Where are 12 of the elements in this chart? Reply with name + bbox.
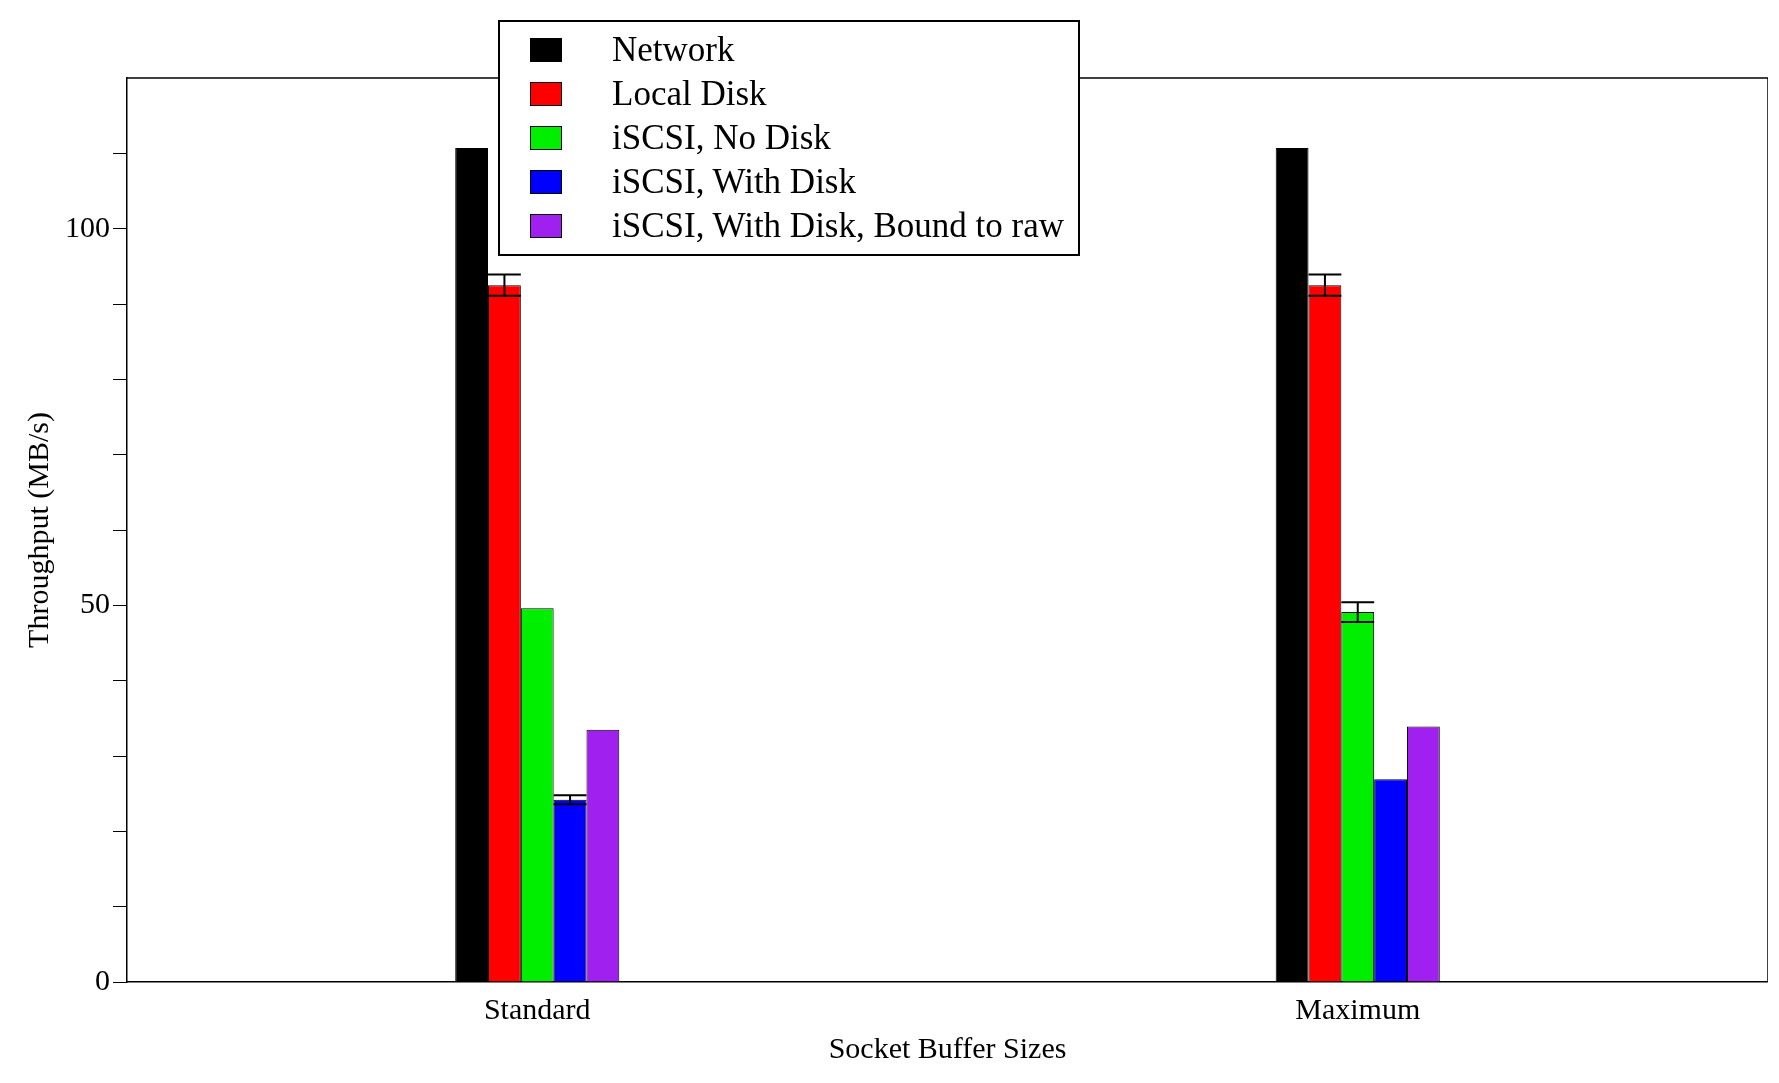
y-tick-label: 50	[80, 586, 110, 620]
x-tick-label: Maximum	[1295, 991, 1421, 1025]
y-axis-title: Throughput (MB/s)	[20, 412, 55, 648]
legend-label: iSCSI, With Disk, Bound to raw	[612, 206, 1065, 246]
x-axis-title: Socket Buffer Sizes	[828, 1030, 1067, 1064]
legend-label: iSCSI, With Disk	[612, 162, 856, 202]
legend-label: Local Disk	[612, 74, 767, 114]
y-tick-label: 0	[95, 962, 110, 996]
legend-label: iSCSI, No Disk	[612, 118, 831, 158]
legend-label: Network	[612, 30, 735, 70]
x-tick-label: Standard	[483, 991, 591, 1025]
y-tick-label: 100	[65, 209, 110, 243]
